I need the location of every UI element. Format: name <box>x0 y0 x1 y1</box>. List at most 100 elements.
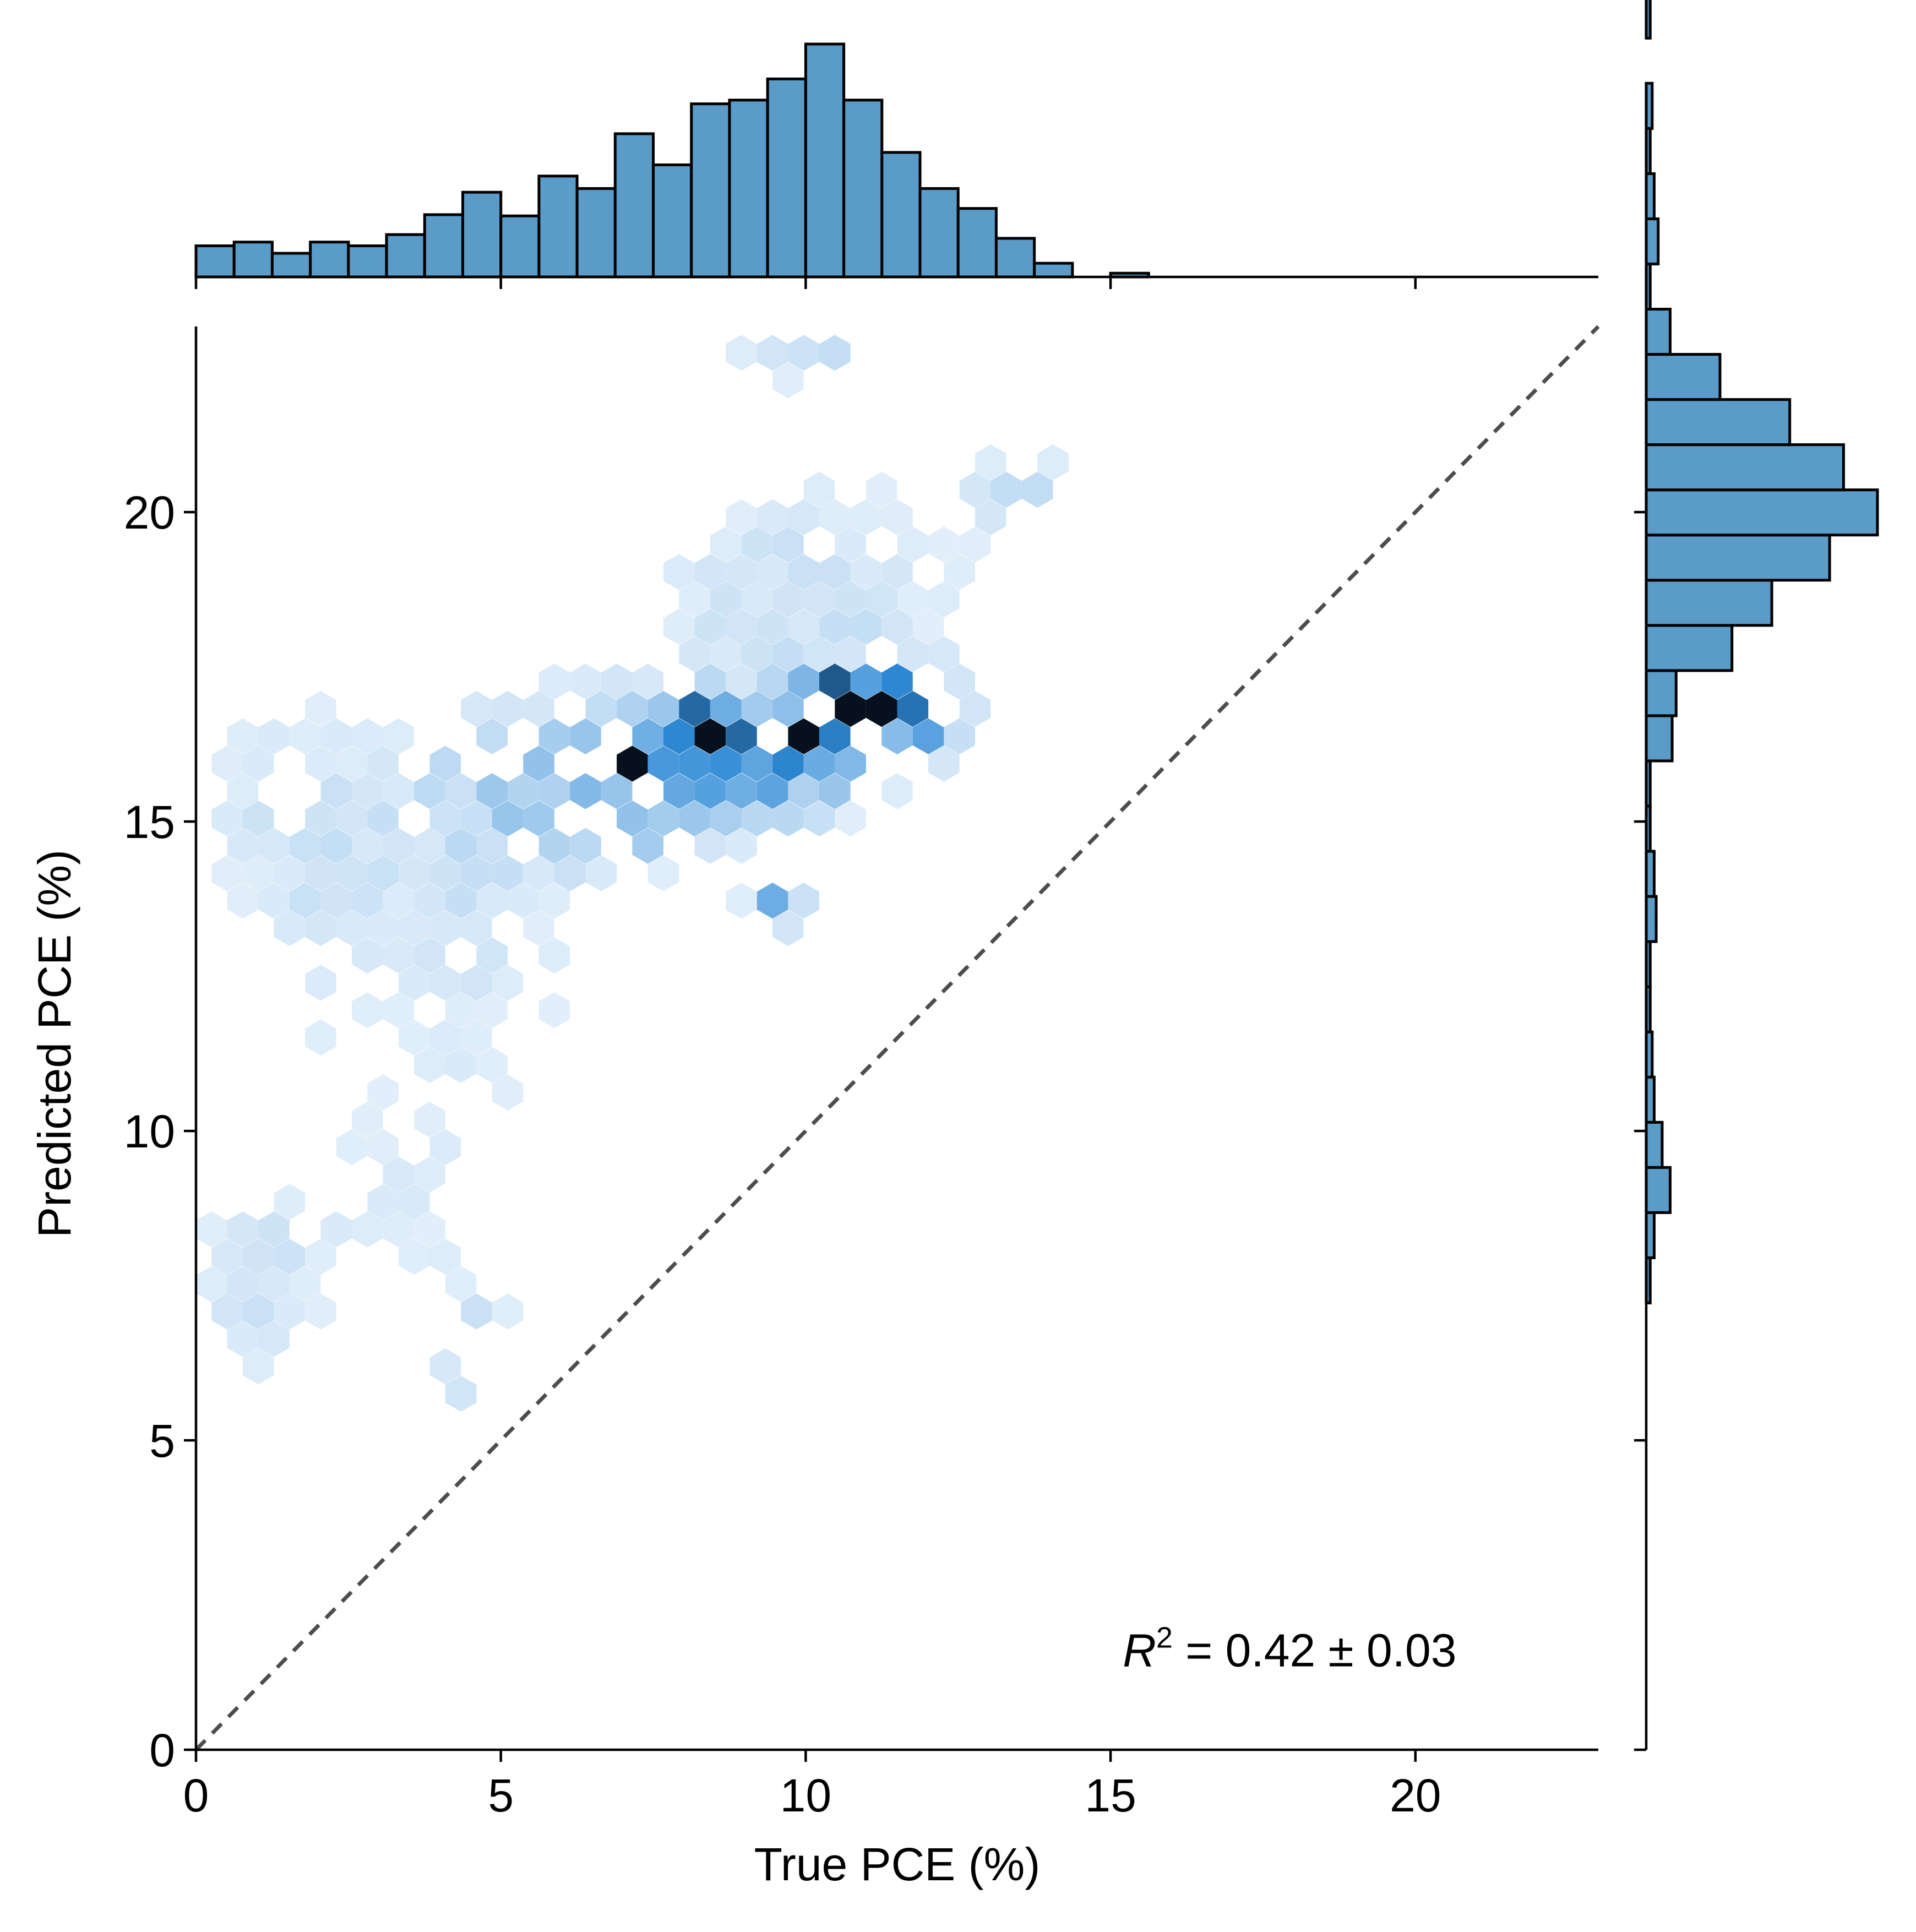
hexbin-cell <box>211 855 243 891</box>
top-hist-bar <box>194 244 236 279</box>
hexbin-cell <box>227 828 259 864</box>
top-hist-bar <box>1033 262 1074 279</box>
hexbin-cell <box>912 718 944 754</box>
hexbin-cell <box>476 937 508 973</box>
hexbin-cell <box>726 335 757 371</box>
r-squared-annotation: R2 = 0.42 ± 0.03 <box>1123 1621 1456 1676</box>
hexbin-cell <box>772 362 804 399</box>
hexbin-cell <box>429 800 461 837</box>
hexbin-cell <box>305 965 336 1001</box>
hexbin-cell <box>429 1019 461 1056</box>
hexbin-cell <box>305 910 336 946</box>
hexbin-cell <box>383 1211 415 1248</box>
hexbin-cell <box>679 690 710 727</box>
hexbin-cell <box>336 1129 368 1166</box>
hexbin-cell <box>367 745 399 782</box>
hexbin-cell <box>647 800 679 837</box>
hexbin-cell <box>398 965 430 1001</box>
hexbin-cell <box>336 745 368 782</box>
hexbin-cell <box>912 608 944 645</box>
hexbin-cell <box>461 855 492 891</box>
hexbin-cell <box>756 335 788 371</box>
top-hist-bar <box>956 207 998 279</box>
hexbin-cell <box>305 690 336 727</box>
hexbin-cell <box>647 855 679 891</box>
hexbin-cell <box>710 690 742 727</box>
right-hist-bar <box>1645 669 1678 717</box>
hexbin-cell <box>398 1019 430 1056</box>
hexbin-cell <box>383 718 415 754</box>
hexbin-cell <box>788 335 819 371</box>
hexbin-cell <box>445 1047 477 1083</box>
hexbin-cell <box>258 1321 290 1357</box>
y-tick-label: 5 <box>149 1415 175 1467</box>
hexbin-cell <box>414 773 445 809</box>
hexbin-cell <box>242 1293 274 1330</box>
hexbin-cell <box>352 937 383 973</box>
hexbin-cell <box>819 718 851 754</box>
hexbin-cell <box>476 992 508 1028</box>
right-hist-bar <box>1645 579 1773 627</box>
hexbin-cell <box>866 581 897 618</box>
hexbin-cell <box>694 663 726 700</box>
hexbin-cell <box>710 800 742 837</box>
hexbin-cell <box>320 828 352 864</box>
hexbin-cell <box>663 554 695 590</box>
hexbin-cell <box>367 1129 399 1166</box>
hexbin-cell <box>538 937 570 973</box>
hexbin-cell <box>305 855 336 891</box>
hexbin-cell <box>414 1156 445 1193</box>
hexbin-cell <box>352 828 383 864</box>
hexbin-cell <box>367 1184 399 1220</box>
hexbin-cell <box>959 471 991 508</box>
hexbin-cell <box>367 1074 399 1111</box>
top-hist-bar <box>537 175 579 279</box>
hexbin-cell <box>788 554 819 590</box>
hexbin-cell <box>227 1211 259 1248</box>
hexbin-cell <box>647 745 679 782</box>
y-tick-label: 20 <box>124 487 175 538</box>
right-hist-bar <box>1645 443 1845 492</box>
right-hist-bar <box>1645 714 1674 763</box>
hexbin-cell <box>352 718 383 754</box>
hexbin-cell <box>741 581 773 618</box>
hexbin-cell <box>367 855 399 891</box>
hexbin-cell <box>741 800 773 837</box>
hexbin-cell <box>601 773 633 809</box>
hexbin-cell <box>694 718 726 754</box>
y-tick-label: 0 <box>149 1724 175 1776</box>
hexbin-cell <box>850 608 882 645</box>
hexbin-cell <box>617 690 648 727</box>
hexbin-cell <box>492 855 524 891</box>
hexbin-cell <box>570 828 601 864</box>
hexbin-cell <box>320 1211 352 1248</box>
hexbin-cell <box>538 773 570 809</box>
hexbin-cell <box>881 773 913 809</box>
top-hist-bar <box>652 163 693 279</box>
hexbin-cell <box>897 636 929 672</box>
hexbin-cell <box>258 718 290 754</box>
x-tick-label: 5 <box>488 1770 514 1821</box>
hexbin-cell <box>429 855 461 891</box>
x-tick-label: 15 <box>1085 1770 1136 1821</box>
hexbin-cell <box>211 745 243 782</box>
hexbin-cell <box>710 581 742 618</box>
hexbin-cell <box>585 855 617 891</box>
right-hist-bar <box>1645 624 1734 672</box>
hexbin-cell <box>445 773 477 809</box>
hexbin-cell <box>414 883 445 919</box>
hexbin-cell <box>289 883 321 919</box>
hexbin-cell <box>274 1184 306 1220</box>
hexbin-cell <box>429 1238 461 1275</box>
top-marginal-histogram <box>194 42 1598 289</box>
right-hist-bar <box>1645 308 1672 356</box>
hexbin-cell <box>227 718 259 754</box>
right-hist-bar <box>1645 127 1652 175</box>
hexbin-cell <box>772 526 804 563</box>
x-tick-label: 10 <box>780 1770 831 1821</box>
hexbin-cell <box>1037 444 1069 481</box>
hexbin-cell <box>508 773 539 809</box>
right-marginal-histogram <box>1634 0 1879 1751</box>
hexbin-cell <box>803 745 835 782</box>
r-squared-value: = 0.42 ± 0.03 <box>1173 1624 1456 1676</box>
